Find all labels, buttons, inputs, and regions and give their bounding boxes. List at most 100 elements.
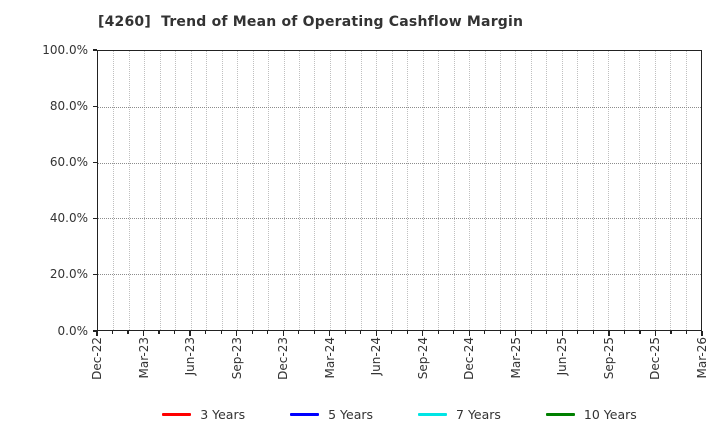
y-tick-mark [92, 218, 97, 220]
x-minor-tick-mark [499, 331, 501, 334]
x-minor-tick-mark [173, 331, 176, 334]
vertical-gridline [546, 51, 548, 330]
y-tick-mark [92, 105, 97, 107]
vertical-gridline [639, 51, 641, 330]
x-tick-mark [236, 331, 238, 336]
y-tick-label: 20.0% [49, 267, 88, 282]
plot-area [97, 50, 702, 331]
legend: 3 Years 5 Years 7 Years 10 Years [97, 403, 702, 425]
y-tick-mark [92, 49, 97, 51]
vertical-gridline [175, 51, 177, 330]
legend-line-swatch [290, 412, 320, 416]
vertical-gridline [391, 51, 393, 330]
x-minor-tick-mark [158, 331, 160, 334]
legend-item: 10 Years [545, 406, 637, 422]
vertical-gridline [159, 51, 161, 330]
x-tick-mark [422, 331, 424, 336]
x-tick-mark [329, 331, 331, 336]
legend-item: 5 Years [290, 407, 373, 422]
vertical-gridline [345, 51, 347, 330]
legend-item: 7 Years [418, 407, 501, 422]
y-tick-label: 100.0% [42, 42, 88, 57]
vertical-gridline [484, 51, 486, 330]
x-minor-tick-mark [344, 331, 346, 334]
x-minor-tick-mark [530, 331, 532, 334]
vertical-gridline [128, 51, 130, 330]
vertical-gridline [654, 51, 656, 330]
legend-line-swatch [162, 412, 192, 416]
y-tick-label: 0.0% [57, 323, 89, 338]
y-tick-mark [92, 330, 97, 332]
vertical-gridline [530, 51, 532, 330]
x-tick-label: Mar-25 [508, 337, 523, 379]
y-tick-label: 40.0% [49, 211, 88, 226]
x-tick-mark [282, 331, 284, 336]
vertical-gridline [360, 51, 362, 330]
horizontal-gridline [98, 218, 701, 220]
x-tick-mark [515, 331, 517, 336]
vertical-gridline [190, 51, 192, 330]
x-tick-label: Sep-24 [415, 337, 430, 380]
y-tick-mark [92, 161, 97, 163]
vertical-gridline [577, 51, 579, 330]
vertical-gridline [422, 51, 424, 330]
x-minor-tick-mark [267, 331, 269, 334]
legend-item: 3 Years [162, 407, 245, 422]
x-minor-tick-mark [639, 331, 641, 334]
x-minor-tick-mark [623, 331, 626, 334]
vertical-gridline [515, 51, 517, 330]
x-tick-label: Dec-23 [276, 337, 291, 380]
vertical-gridline [314, 51, 316, 330]
y-tick-label: 60.0% [49, 154, 88, 169]
vertical-gridline [438, 51, 440, 330]
vertical-gridline [221, 51, 223, 330]
vertical-gridline [237, 51, 239, 330]
x-tick-label: Dec-22 [90, 337, 104, 380]
vertical-gridline [329, 51, 331, 330]
x-tick-mark [561, 331, 563, 336]
vertical-gridline [407, 51, 409, 330]
x-tick-label: Mar-26 [695, 337, 709, 379]
vertical-gridline [206, 51, 208, 330]
x-tick-label: Sep-25 [601, 337, 616, 380]
x-minor-tick-mark [685, 331, 688, 334]
x-tick-label: Jun-25 [555, 337, 570, 376]
y-tick-label: 80.0% [49, 98, 88, 113]
x-tick-mark [654, 331, 657, 336]
x-minor-tick-mark [220, 331, 222, 334]
vertical-gridline [268, 51, 270, 330]
x-minor-tick-mark [127, 331, 129, 334]
x-minor-tick-mark [453, 331, 455, 334]
vertical-gridline [469, 51, 471, 330]
x-minor-tick-mark [437, 331, 439, 334]
x-minor-tick-mark [592, 331, 594, 334]
vertical-gridline [144, 51, 146, 330]
vertical-gridline [561, 51, 563, 330]
x-minor-tick-mark [391, 331, 393, 334]
horizontal-gridline [98, 106, 701, 108]
x-tick-label: Jun-23 [183, 337, 198, 376]
horizontal-gridline [98, 162, 701, 164]
x-tick-mark [142, 331, 145, 336]
vertical-gridline [283, 51, 285, 330]
vertical-gridline [685, 51, 687, 330]
vertical-gridline [623, 51, 625, 330]
x-tick-mark [189, 331, 191, 336]
x-tick-mark [375, 331, 377, 336]
legend-line-swatch [545, 412, 575, 416]
legend-label: 5 Years [328, 406, 374, 422]
x-tick-label: Dec-25 [648, 337, 663, 380]
vertical-gridline [252, 51, 254, 330]
x-tick-label: Dec-24 [462, 337, 477, 380]
x-tick-label: Mar-24 [322, 337, 337, 379]
horizontal-gridline [98, 274, 701, 276]
vertical-gridline [453, 51, 455, 330]
x-minor-tick-mark [298, 331, 300, 334]
x-minor-tick-mark [546, 331, 548, 334]
legend-label: 10 Years [583, 406, 637, 422]
x-minor-tick-mark [251, 331, 253, 334]
vertical-gridline [608, 51, 610, 330]
x-minor-tick-mark [204, 331, 207, 334]
vertical-gridline [670, 51, 672, 330]
